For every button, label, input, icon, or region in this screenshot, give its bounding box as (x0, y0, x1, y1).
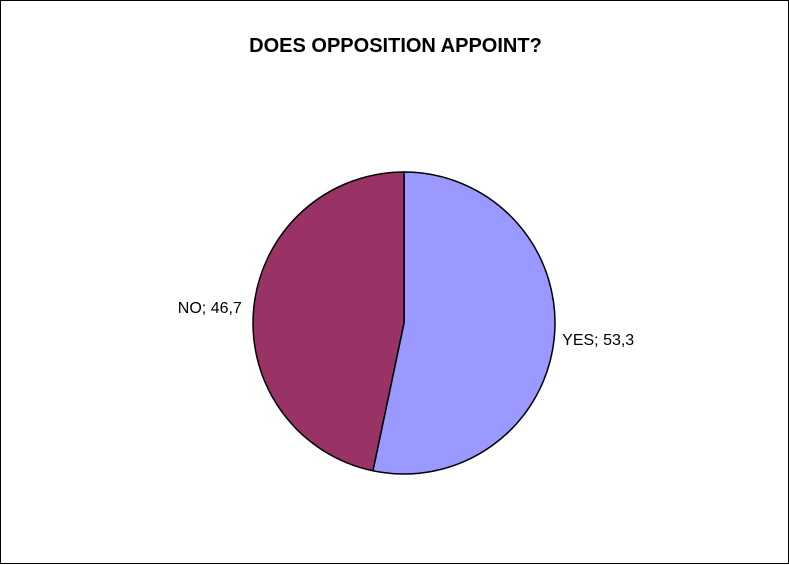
chart-title: DOES OPPOSITION APPOINT? (249, 35, 542, 57)
pie-slice-no (252, 171, 405, 472)
data-label-yes: YES; 53,3 (562, 332, 634, 349)
data-label-no: NO; 46,7 (178, 300, 242, 317)
pie-slice-yes (372, 171, 556, 475)
